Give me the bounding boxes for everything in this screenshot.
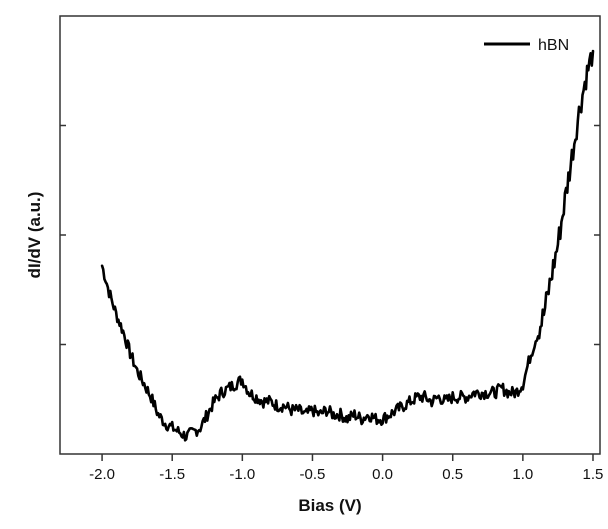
- y-axis-ticks: [60, 124, 600, 346]
- x-axis-ticks: -2.0 -1.5 -1.0 -0.5 0.0 0.5 1.0 1.5: [89, 454, 603, 483]
- series-line-hbn: [100, 49, 595, 442]
- legend-label-hbn: hBN: [538, 37, 569, 54]
- x-tick-label: -1.5: [159, 466, 185, 483]
- x-tick-label: 0.0: [372, 466, 393, 483]
- x-tick-label: -0.5: [300, 466, 326, 483]
- legend: hBN: [484, 37, 569, 54]
- plot-frame: [59, 15, 601, 455]
- x-tick-label: -2.0: [89, 466, 115, 483]
- x-tick-label: -1.0: [229, 466, 255, 483]
- x-tick-label: 0.5: [442, 466, 463, 483]
- x-axis-title: Bias (V): [298, 496, 361, 515]
- x-tick-label: 1.5: [583, 466, 604, 483]
- x-tick-label: 1.0: [512, 466, 533, 483]
- y-axis-title: dI/dV (a.u.): [25, 192, 44, 279]
